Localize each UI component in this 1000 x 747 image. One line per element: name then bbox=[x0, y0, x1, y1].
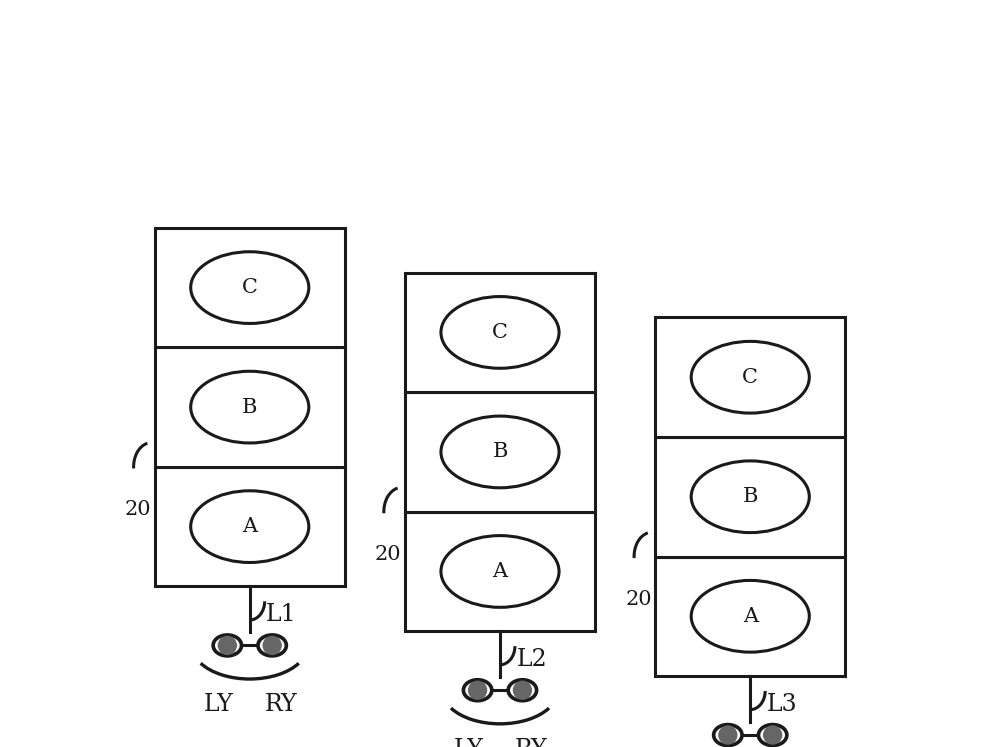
Ellipse shape bbox=[508, 680, 537, 701]
Bar bbox=[405, 512, 595, 631]
Ellipse shape bbox=[213, 635, 242, 656]
Circle shape bbox=[764, 726, 782, 744]
Bar bbox=[155, 467, 345, 586]
Bar bbox=[155, 347, 345, 467]
Circle shape bbox=[719, 726, 737, 744]
Ellipse shape bbox=[441, 416, 559, 488]
Ellipse shape bbox=[441, 536, 559, 607]
Text: L1: L1 bbox=[266, 604, 297, 626]
Bar bbox=[655, 317, 845, 437]
Text: 20: 20 bbox=[375, 545, 402, 564]
Ellipse shape bbox=[463, 680, 492, 701]
Text: A: A bbox=[242, 517, 257, 536]
Circle shape bbox=[469, 681, 487, 699]
Ellipse shape bbox=[691, 580, 809, 652]
Text: A: A bbox=[743, 607, 758, 626]
Ellipse shape bbox=[191, 491, 309, 562]
Text: LY: LY bbox=[204, 693, 234, 716]
Text: C: C bbox=[242, 278, 258, 297]
Text: L3: L3 bbox=[767, 693, 797, 716]
Bar bbox=[405, 392, 595, 512]
Text: L2: L2 bbox=[516, 648, 547, 671]
Text: B: B bbox=[242, 397, 257, 417]
Circle shape bbox=[263, 636, 281, 654]
Text: RY: RY bbox=[264, 693, 297, 716]
Circle shape bbox=[513, 681, 531, 699]
Ellipse shape bbox=[441, 297, 559, 368]
Text: B: B bbox=[743, 487, 758, 506]
Ellipse shape bbox=[714, 725, 742, 746]
Text: C: C bbox=[742, 368, 758, 387]
Ellipse shape bbox=[691, 461, 809, 533]
Bar bbox=[655, 557, 845, 676]
Ellipse shape bbox=[758, 725, 787, 746]
Ellipse shape bbox=[258, 635, 286, 656]
Text: LY: LY bbox=[454, 738, 484, 747]
Text: C: C bbox=[492, 323, 508, 342]
Text: A: A bbox=[492, 562, 508, 581]
Text: 20: 20 bbox=[625, 590, 652, 609]
Text: RY: RY bbox=[515, 738, 547, 747]
Bar bbox=[155, 228, 345, 347]
Bar bbox=[655, 437, 845, 557]
Bar bbox=[405, 273, 595, 392]
Ellipse shape bbox=[191, 371, 309, 443]
Circle shape bbox=[218, 636, 236, 654]
Ellipse shape bbox=[691, 341, 809, 413]
Text: 20: 20 bbox=[125, 500, 151, 519]
Text: B: B bbox=[492, 442, 508, 462]
Ellipse shape bbox=[191, 252, 309, 323]
